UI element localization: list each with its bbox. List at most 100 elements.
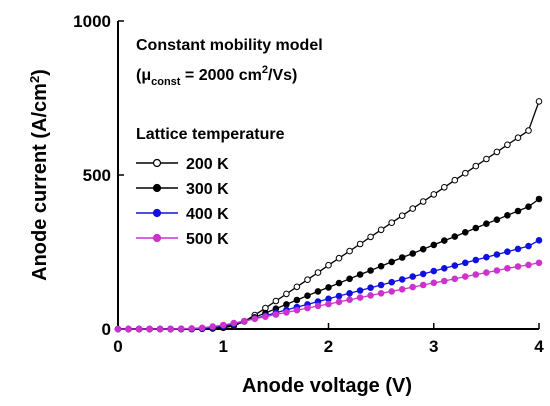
data-point xyxy=(419,270,427,278)
data-point xyxy=(135,325,143,333)
data-point xyxy=(525,203,532,210)
data-point xyxy=(367,292,374,299)
data-point xyxy=(504,141,511,149)
data-point xyxy=(462,259,469,267)
data-point xyxy=(419,245,427,253)
data-point xyxy=(335,254,343,262)
x-tick-label: 0 xyxy=(113,337,122,356)
data-point xyxy=(472,224,480,232)
data-point xyxy=(419,198,427,205)
data-point xyxy=(283,301,290,308)
data-point xyxy=(535,98,543,105)
data-point xyxy=(493,251,501,258)
data-point xyxy=(346,247,353,255)
data-point xyxy=(188,325,195,332)
data-point xyxy=(177,325,185,333)
data-point xyxy=(293,306,301,314)
legend-marker xyxy=(152,158,162,168)
data-point xyxy=(377,281,385,289)
data-point xyxy=(451,233,459,240)
data-point xyxy=(451,262,459,269)
data-point xyxy=(251,315,259,323)
data-point xyxy=(525,261,532,269)
legend-title: Lattice temperature xyxy=(136,126,285,143)
data-point xyxy=(388,219,396,226)
data-point xyxy=(241,317,248,325)
data-point xyxy=(535,237,543,244)
data-point xyxy=(356,271,364,278)
legend: 200 K 300 K 400 K 500 K xyxy=(136,156,229,248)
data-point xyxy=(441,237,448,244)
legend-entry: 200 K xyxy=(136,156,229,173)
data-point xyxy=(304,304,311,312)
data-point xyxy=(430,267,438,275)
data-point xyxy=(441,277,448,285)
data-point xyxy=(156,325,164,333)
data-point xyxy=(335,298,343,306)
data-point xyxy=(377,262,385,270)
data-point xyxy=(462,169,469,177)
data-point xyxy=(419,281,427,289)
data-point xyxy=(409,283,417,291)
data-point xyxy=(483,220,490,227)
data-point xyxy=(535,195,543,203)
data-point xyxy=(493,148,501,156)
data-point xyxy=(441,265,448,272)
data-point xyxy=(388,278,396,286)
data-point xyxy=(525,242,532,250)
data-point xyxy=(493,267,501,274)
legend-label: 400 K xyxy=(186,206,229,223)
data-point xyxy=(462,229,469,236)
data-point xyxy=(472,162,480,170)
data-point xyxy=(430,241,438,249)
legend-label: 500 K xyxy=(186,231,229,248)
data-point xyxy=(314,269,322,276)
data-point xyxy=(356,240,364,248)
data-point xyxy=(409,205,417,212)
series-layer xyxy=(114,98,543,333)
data-point xyxy=(388,288,396,295)
legend-label: 200 K xyxy=(186,156,229,173)
data-point xyxy=(114,325,122,333)
data-point xyxy=(314,302,322,310)
legend-entry: 400 K xyxy=(136,206,229,223)
x-tick-label: 1 xyxy=(219,337,228,356)
data-point xyxy=(283,290,290,298)
data-point xyxy=(472,256,480,264)
annotation-line2: (μconst = 2000 cm2/Vs) xyxy=(136,64,297,88)
legend-entry: 300 K xyxy=(136,181,229,198)
data-point xyxy=(525,127,532,134)
data-point xyxy=(483,253,490,261)
data-point xyxy=(504,212,511,219)
data-point xyxy=(272,297,280,305)
x-axis-title: Anode voltage (V) xyxy=(242,375,412,397)
data-point xyxy=(367,284,374,292)
data-point xyxy=(535,259,543,267)
data-point xyxy=(409,273,417,280)
data-point xyxy=(504,248,511,255)
y-axis-title: Anode current (A/cm2) xyxy=(27,69,51,281)
data-point xyxy=(125,325,132,333)
data-point xyxy=(377,290,385,297)
data-point xyxy=(325,284,332,291)
legend-marker xyxy=(152,208,162,218)
data-point xyxy=(346,275,353,283)
data-point xyxy=(472,271,480,278)
data-point xyxy=(504,265,511,272)
data-point xyxy=(451,176,459,184)
data-point xyxy=(346,290,353,297)
data-point xyxy=(304,276,311,284)
data-point xyxy=(462,273,469,280)
data-point xyxy=(367,233,374,241)
legend-entry: 500 K xyxy=(136,231,229,248)
data-point xyxy=(493,216,501,223)
data-point xyxy=(167,325,174,333)
data-point xyxy=(483,269,490,276)
data-point xyxy=(356,294,364,301)
data-point xyxy=(220,321,227,329)
ticks: 0 1 2 3 4 0 500 1000 xyxy=(73,12,544,356)
data-point xyxy=(293,283,301,291)
y-tick-label: 500 xyxy=(83,166,111,185)
data-point xyxy=(514,263,522,270)
